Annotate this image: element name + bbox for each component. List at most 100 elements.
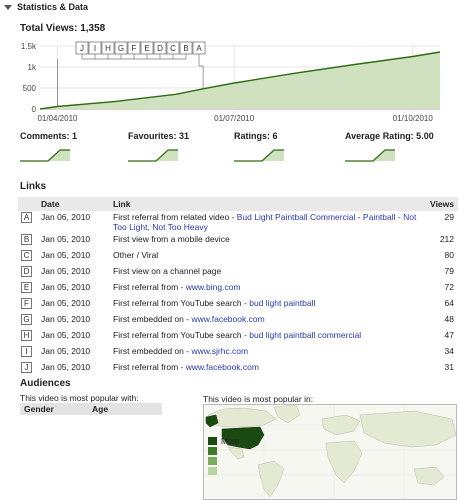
world-map[interactable]: More (203, 404, 457, 500)
links-letter-cell: B (18, 233, 38, 249)
links-letter-cell: C (18, 249, 38, 265)
links-row: C Jan 05, 2010 Other / Viral 80 (18, 249, 458, 265)
world-map-svg: More (204, 405, 456, 499)
referral-link-2[interactable]: Paintball - Not Too Light, Not Too Heavy (113, 212, 417, 232)
links-views: 72 (444, 282, 454, 292)
links-views: 64 (444, 298, 454, 308)
links-table-header: Date Link Views (18, 197, 458, 211)
stat-item: Average Rating: 5.00 (345, 131, 434, 162)
referral-link[interactable]: bud light paintball commercial (249, 330, 362, 340)
marker-letter: H (21, 330, 32, 341)
chart-event-marker: B (179, 41, 193, 59)
sparkline-area (20, 150, 70, 161)
marker-letter: D (21, 266, 32, 277)
stat-sparkline (345, 149, 395, 162)
links-link-cell: First referral from related video - Bud … (110, 211, 424, 233)
sparkline-area (345, 150, 395, 161)
links-letter-cell: H (18, 329, 38, 345)
marker-letter: E (21, 282, 32, 293)
referral-link[interactable]: www.facebook.com (185, 362, 259, 372)
link-separator: - (355, 212, 363, 222)
link-description: First view from a mobile device (113, 234, 230, 244)
referral-link[interactable]: www.sjrhc.com (191, 346, 249, 356)
header-views: Views (424, 197, 458, 211)
map-australia (413, 466, 445, 486)
header-link: Link (110, 197, 424, 211)
total-views-label: Total Views: 1,358 (20, 23, 106, 34)
marker-letter: A (21, 212, 32, 223)
chart-event-marker: G (114, 41, 128, 59)
chart-event-marker: I (88, 41, 102, 59)
links-row: E Jan 05, 2010 First referral from - www.b… (18, 281, 458, 297)
links-date: Jan 06, 2010 (41, 212, 91, 222)
links-letter-cell: E (18, 281, 38, 297)
links-row: B Jan 05, 2010 First view from a mobile de… (18, 233, 458, 249)
age-header: Age (92, 404, 109, 414)
chart-event-marker-label: H (105, 44, 111, 53)
legend-swatch-4 (208, 467, 217, 475)
links-letter-cell: G (18, 313, 38, 329)
referral-link[interactable]: www.facebook.com (191, 314, 265, 324)
map-south-america (257, 460, 285, 498)
links-views: 31 (444, 362, 454, 372)
collapse-triangle-icon[interactable] (4, 4, 12, 10)
map-africa (325, 440, 363, 484)
links-link-cell: Other / Viral (110, 249, 424, 265)
chart-event-marker-label: A (196, 44, 202, 53)
links-title: Links (20, 181, 47, 192)
sparkline-area (128, 150, 178, 161)
marker-letter: B (21, 234, 32, 245)
links-letter-cell: A (18, 211, 38, 233)
statistics-section-header[interactable]: Statistics & Data (0, 0, 460, 14)
chart-event-marker-label: I (94, 44, 96, 53)
chart-y-tick-labels: 1.5k 1k 500 0 (21, 42, 37, 114)
links-letter-cell: F (18, 297, 38, 313)
links-row: G Jan 05, 2010 First embedded on - www.fac… (18, 313, 458, 329)
chart-event-marker: J (75, 41, 89, 59)
gender-header: Gender (24, 404, 54, 414)
link-description: Other / Viral (113, 250, 159, 260)
referral-link[interactable]: www.bing.com (185, 282, 241, 292)
map-greenland (273, 405, 301, 424)
links-date: Jan 05, 2010 (41, 250, 91, 260)
referral-link[interactable]: Bud Light Paintball Commercial (236, 212, 356, 222)
links-date: Jan 05, 2010 (41, 330, 91, 340)
stat-item: Comments: 1 (20, 131, 77, 162)
links-link-cell: First referral from - www.facebook.com (110, 361, 424, 377)
chart-x-tick-label: 01/10/2010 (393, 114, 434, 123)
chart-y-tick-label: 1.5k (21, 42, 37, 51)
stat-item: Favourites: 31 (128, 131, 189, 162)
links-link-cell: First referral from YouTube search - bud… (110, 329, 424, 345)
links-letter-cell: D (18, 265, 38, 281)
referral-link[interactable]: bud light paintball (249, 298, 316, 308)
header-date: Date (38, 197, 110, 211)
links-views: 34 (444, 346, 454, 356)
map-legend: More (208, 437, 240, 475)
links-views: 48 (444, 314, 454, 324)
map-mexico (227, 446, 245, 460)
link-description: First referral from YouTube search - (113, 330, 250, 340)
links-date: Jan 05, 2010 (41, 234, 91, 244)
links-row: D Jan 05, 2010 First view on a channel pag… (18, 265, 458, 281)
links-row: F Jan 05, 2010 First referral from YouTube… (18, 297, 458, 313)
chart-event-marker: F (127, 41, 141, 59)
stat-label: Ratings: 6 (234, 131, 278, 141)
section-title: Statistics & Data (17, 2, 89, 12)
chart-event-marker-label: D (157, 44, 163, 53)
map-asia (359, 410, 456, 448)
legend-swatch-3 (208, 457, 217, 465)
chart-event-marker: C (166, 41, 180, 59)
links-link-cell: First embedded on - www.sjrhc.com (110, 345, 424, 361)
audiences-table-header: Gender Age (20, 403, 162, 415)
audiences-title: Audiences (20, 378, 71, 389)
chart-event-marker-label: B (183, 44, 188, 53)
links-letter-cell: I (18, 345, 38, 361)
stats-row: Comments: 1 Favourites: 31 Ratings: 6 Avera… (20, 131, 460, 163)
links-date: Jan 05, 2010 (41, 314, 91, 324)
chart-event-marker: H (101, 41, 115, 59)
chart-y-tick-label: 0 (32, 105, 37, 114)
link-description: First referral from - (113, 362, 186, 372)
links-link-cell: First view from a mobile device (110, 233, 424, 249)
sparkline-line (128, 149, 178, 162)
